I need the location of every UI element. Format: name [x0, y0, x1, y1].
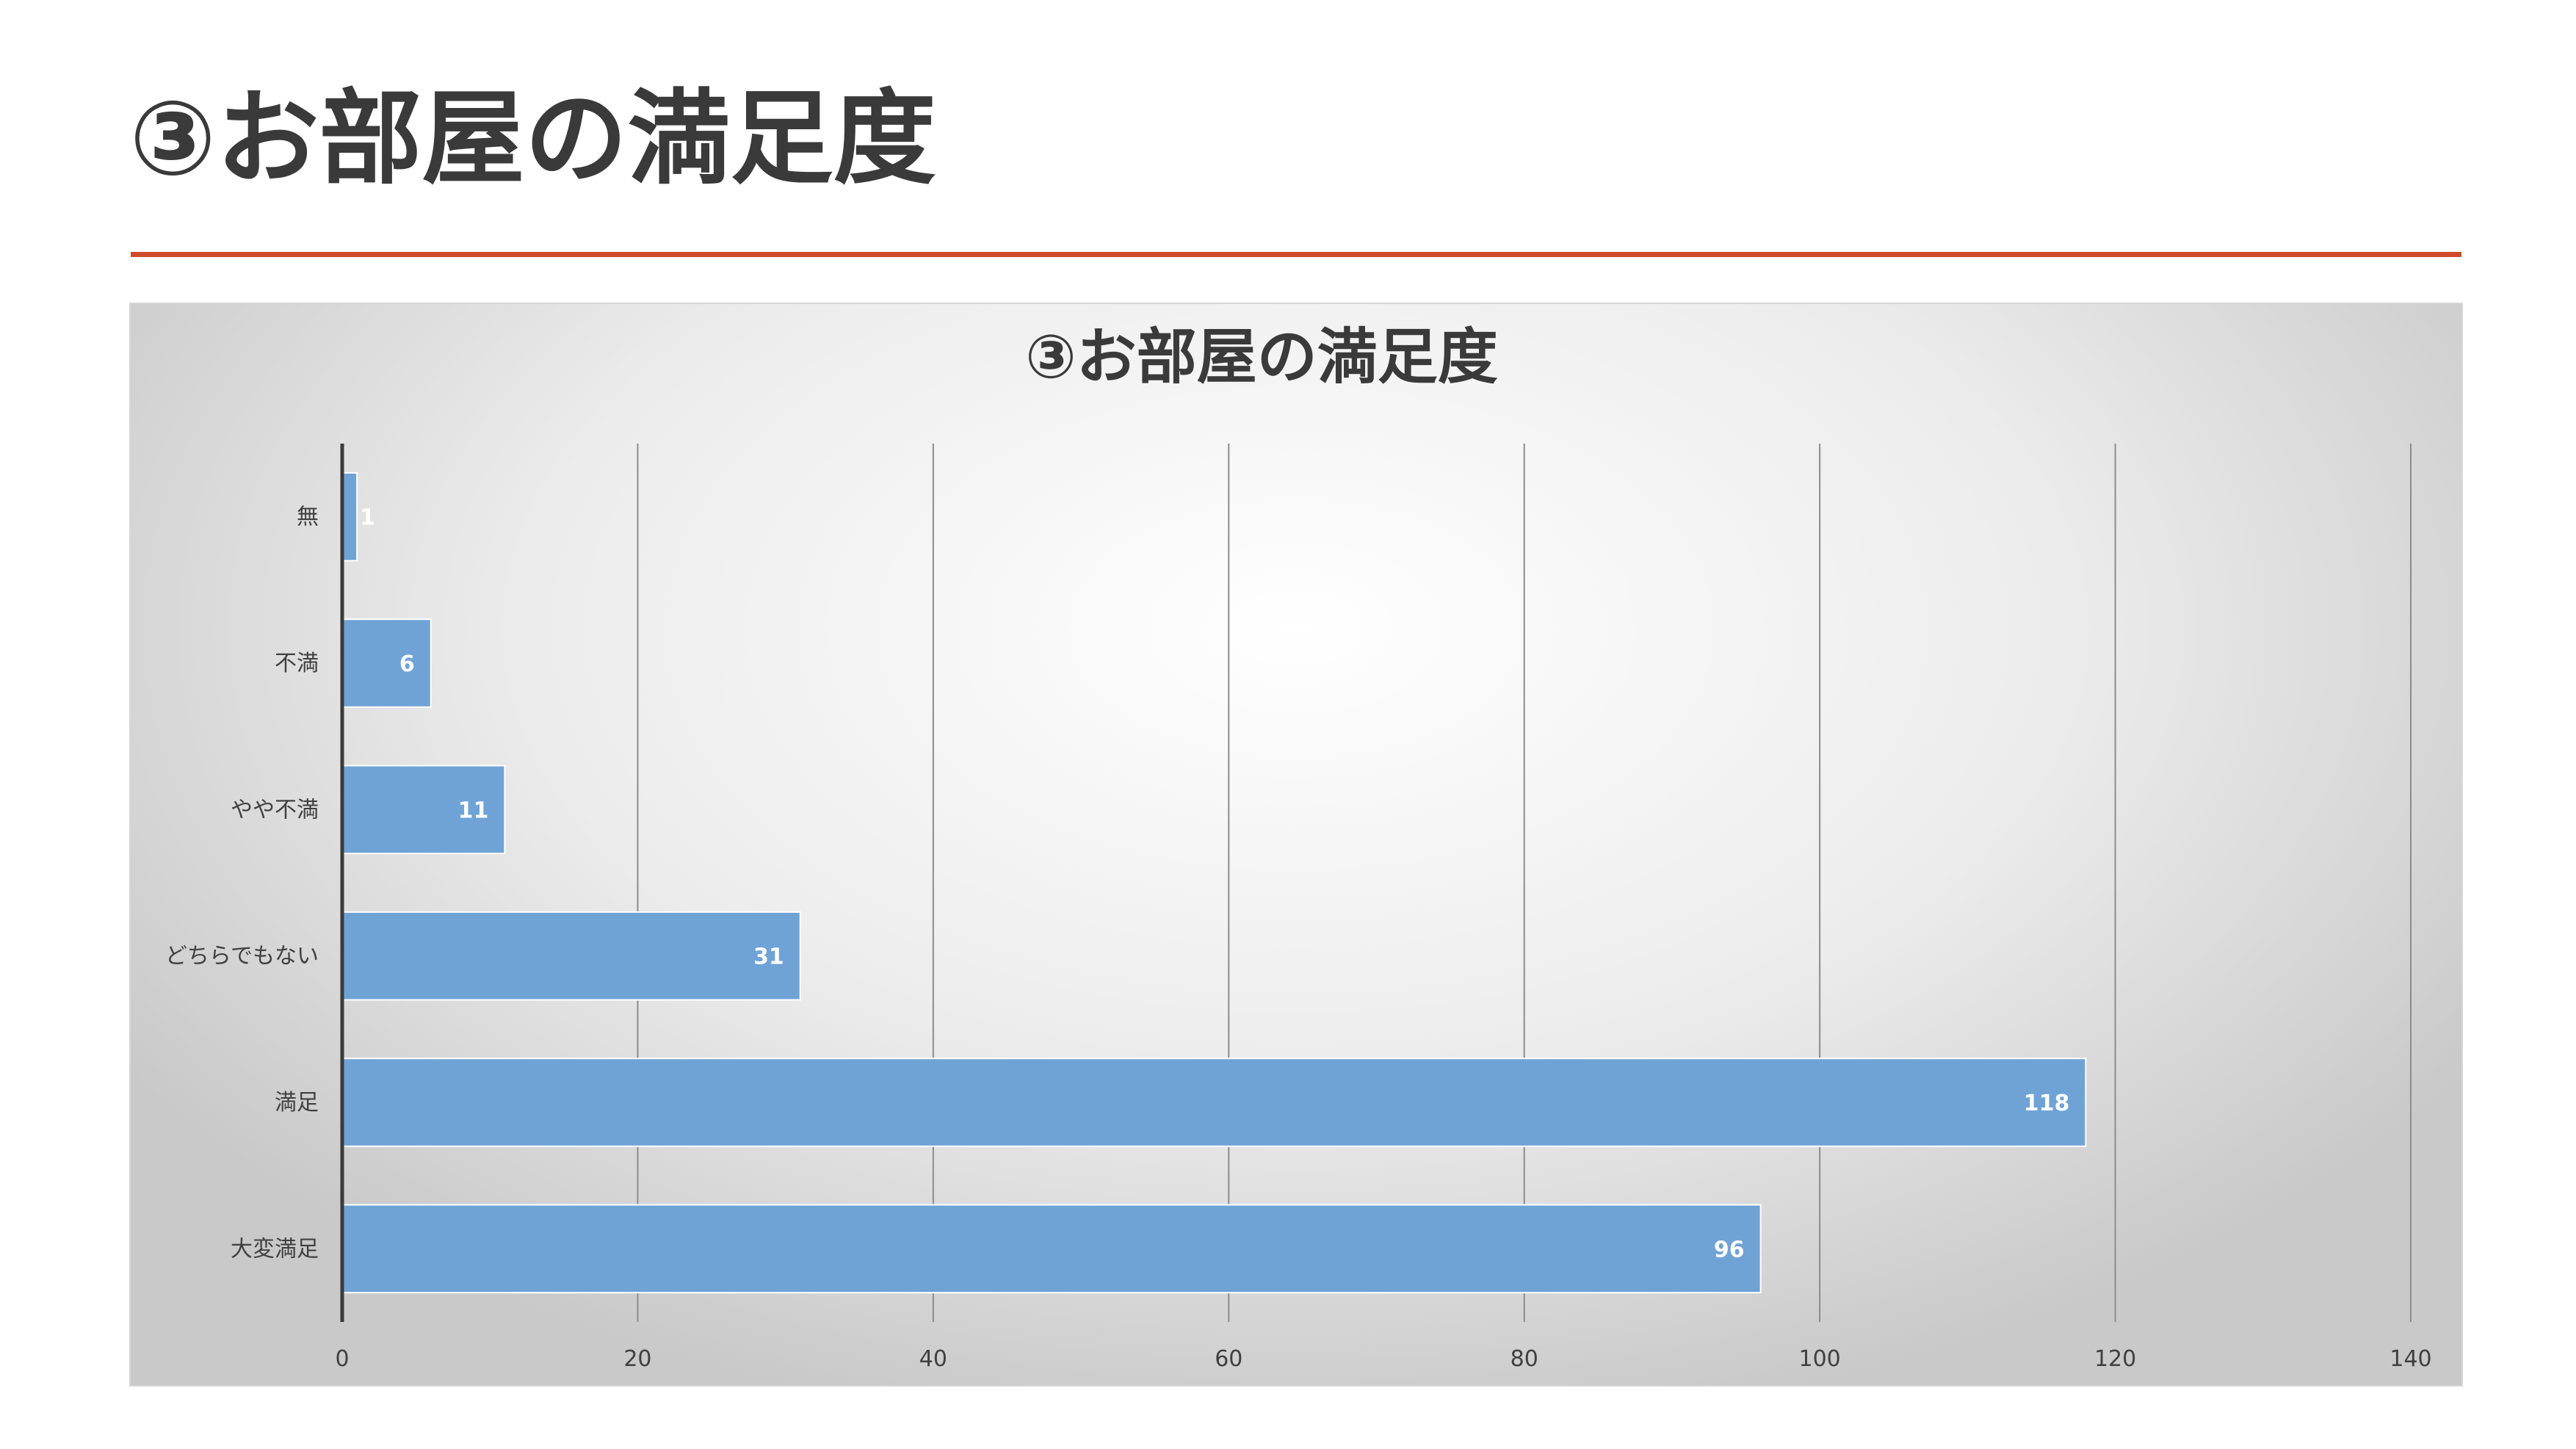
x-tick-label: 20 — [623, 1346, 651, 1372]
category-label: 満足 — [275, 1090, 319, 1116]
data-label: 1 — [360, 505, 375, 531]
data-label: 6 — [399, 651, 415, 677]
x-tick-label: 40 — [919, 1346, 947, 1372]
title-divider — [131, 252, 2461, 257]
bar — [341, 911, 801, 1001]
bars — [341, 471, 2087, 1294]
bar — [341, 1058, 2087, 1147]
bar — [341, 1204, 1762, 1294]
category-label: 大変満足 — [231, 1236, 319, 1262]
gridlines — [637, 444, 2412, 1322]
category-label: 無 — [297, 505, 319, 530]
tick-labels: 0 20 40 60 80 100 120 140 — [335, 1346, 2431, 1372]
slide-title: ③お部屋の満足度 — [129, 79, 936, 199]
x-tick-label: 100 — [1799, 1346, 1841, 1372]
x-tick-label: 80 — [1510, 1346, 1538, 1372]
data-label: 96 — [1714, 1237, 1745, 1262]
chart-panel: ③お部屋の満足度 無不満やや不満どちらでもない満足大変満足 0 20 40 60 80 1… — [129, 303, 2463, 1387]
x-tick-label: 0 — [335, 1346, 349, 1372]
category-label: やや不満 — [231, 797, 319, 823]
chart-title: ③お部屋の満足度 — [1025, 322, 1497, 392]
data-label: 31 — [753, 944, 784, 970]
x-tick-label: 60 — [1215, 1346, 1242, 1372]
category-label: 不満 — [275, 651, 319, 676]
data-label: 11 — [458, 798, 489, 823]
x-tick-label: 120 — [2094, 1346, 2136, 1372]
category-label: どちらでもない — [165, 944, 319, 969]
bar — [341, 471, 358, 562]
x-tick-label: 140 — [2389, 1346, 2431, 1372]
data-label: 118 — [2024, 1091, 2070, 1116]
data-labels: 1 6 11 31 118 96 — [360, 505, 2069, 1263]
bar — [341, 618, 432, 708]
